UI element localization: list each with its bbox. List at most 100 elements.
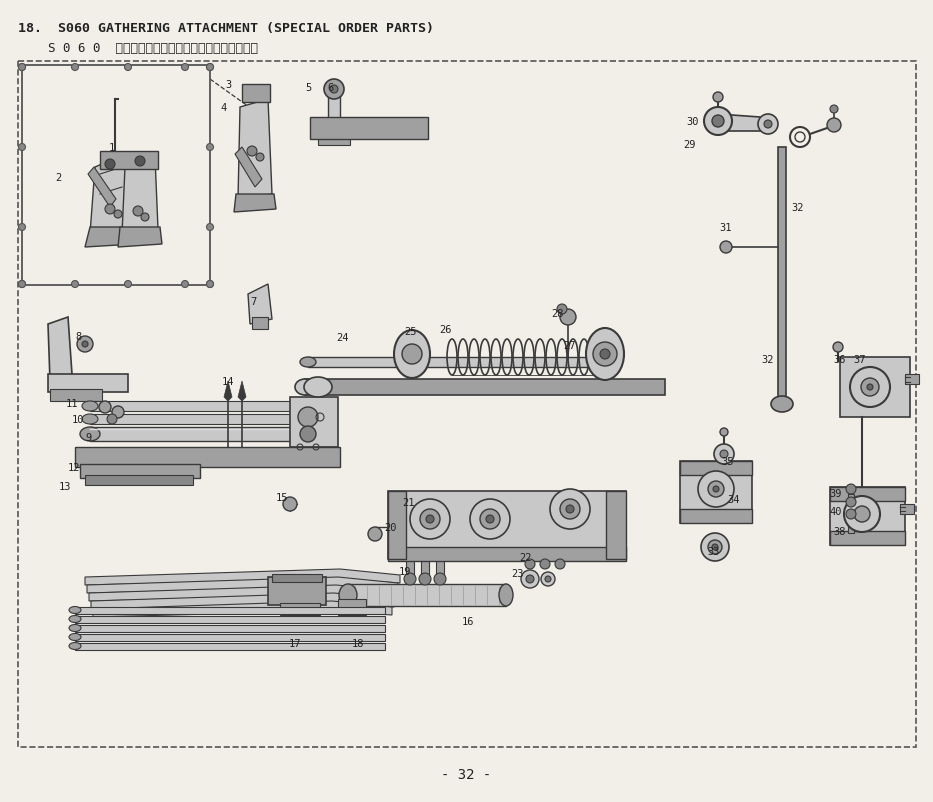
Ellipse shape (69, 607, 81, 614)
Ellipse shape (771, 396, 793, 412)
Text: 12: 12 (68, 463, 80, 472)
Bar (308, 358, 608, 367)
Text: 33: 33 (708, 546, 720, 557)
Circle shape (526, 575, 534, 583)
Bar (268, 577, 326, 606)
Circle shape (19, 282, 25, 288)
Bar (778, 148, 786, 406)
Bar (406, 557, 414, 579)
Ellipse shape (69, 625, 81, 632)
Circle shape (19, 225, 25, 231)
Text: 31: 31 (719, 223, 732, 233)
Bar (338, 599, 366, 615)
Bar (50, 390, 102, 402)
Text: 29: 29 (684, 140, 696, 150)
Circle shape (133, 207, 143, 217)
Ellipse shape (311, 427, 329, 441)
Circle shape (283, 497, 297, 512)
Circle shape (720, 451, 728, 459)
Bar (75, 634, 385, 642)
Bar (85, 476, 193, 485)
Ellipse shape (69, 616, 81, 622)
Ellipse shape (295, 379, 315, 395)
Circle shape (708, 541, 722, 554)
Ellipse shape (80, 427, 100, 441)
Circle shape (19, 282, 25, 288)
Circle shape (486, 516, 494, 524)
Bar (75, 607, 385, 614)
Circle shape (182, 282, 188, 288)
Bar (905, 375, 919, 384)
Polygon shape (90, 155, 130, 235)
Text: S 0 6 0  ひだ付けアタッチメント（特別注文部品）: S 0 6 0 ひだ付けアタッチメント（特別注文部品） (18, 42, 258, 55)
Text: 39: 39 (829, 488, 842, 498)
Text: 23: 23 (511, 569, 524, 578)
Polygon shape (718, 115, 770, 132)
Circle shape (410, 500, 450, 539)
Bar (900, 504, 914, 514)
Circle shape (712, 115, 724, 128)
Polygon shape (224, 382, 232, 402)
Circle shape (124, 282, 132, 288)
Circle shape (330, 86, 338, 94)
Bar (348, 585, 506, 606)
Circle shape (256, 154, 264, 162)
Bar (310, 118, 428, 140)
Bar (90, 402, 300, 411)
Text: 21: 21 (402, 497, 414, 508)
Circle shape (206, 225, 214, 231)
Circle shape (72, 64, 78, 71)
Polygon shape (85, 228, 135, 248)
Circle shape (713, 93, 723, 103)
Circle shape (540, 559, 550, 569)
Circle shape (77, 337, 93, 353)
Bar (388, 547, 626, 561)
Bar (830, 532, 905, 545)
Bar (75, 626, 385, 632)
Circle shape (470, 500, 510, 539)
Circle shape (846, 484, 856, 494)
Polygon shape (88, 168, 116, 208)
Circle shape (521, 570, 539, 588)
Circle shape (434, 573, 446, 585)
Text: 11: 11 (65, 399, 78, 408)
Bar (388, 492, 406, 559)
Text: 34: 34 (728, 494, 740, 504)
Bar (400, 539, 430, 549)
Circle shape (298, 407, 318, 427)
Ellipse shape (304, 378, 332, 398)
Polygon shape (85, 569, 400, 585)
Circle shape (720, 241, 732, 253)
Bar (680, 461, 752, 476)
Text: 25: 25 (404, 326, 416, 337)
Text: 27: 27 (564, 341, 577, 350)
Circle shape (712, 545, 718, 550)
Text: 24: 24 (336, 333, 348, 342)
Text: 9: 9 (85, 432, 91, 443)
Bar (830, 488, 905, 501)
Bar (680, 461, 752, 524)
Bar (421, 557, 429, 579)
Circle shape (844, 496, 880, 533)
Text: 37: 37 (854, 354, 866, 365)
Text: 3: 3 (225, 80, 231, 90)
Text: 22: 22 (520, 553, 532, 562)
Bar (22, 66, 210, 286)
Polygon shape (48, 318, 72, 382)
Circle shape (404, 573, 416, 585)
Circle shape (600, 350, 610, 359)
Circle shape (368, 528, 382, 541)
Bar (290, 398, 338, 448)
Circle shape (19, 64, 25, 71)
Circle shape (402, 345, 422, 365)
Circle shape (206, 64, 214, 71)
Bar (542, 545, 548, 565)
Text: 2: 2 (55, 172, 62, 183)
Circle shape (560, 310, 576, 326)
Circle shape (19, 64, 25, 71)
Circle shape (846, 497, 856, 508)
Bar (90, 427, 320, 441)
Text: 35: 35 (722, 456, 734, 467)
Circle shape (82, 342, 88, 347)
Bar (48, 375, 128, 392)
